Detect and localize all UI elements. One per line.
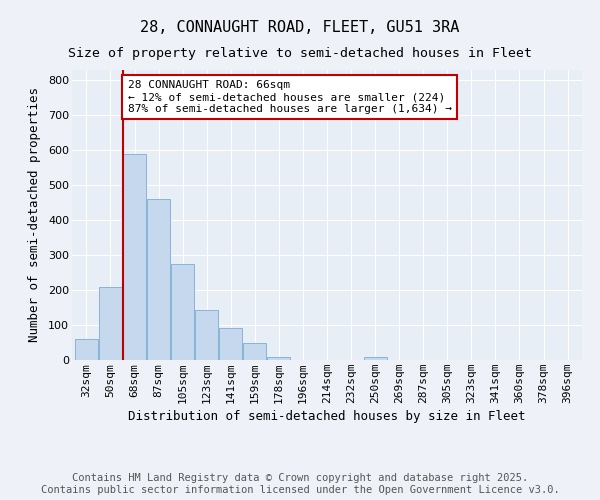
Bar [364, 357, 386, 360]
Y-axis label: Number of semi-detached properties: Number of semi-detached properties [28, 88, 41, 342]
Bar [75, 339, 98, 360]
Bar [244, 343, 266, 360]
Text: Size of property relative to semi-detached houses in Fleet: Size of property relative to semi-detach… [68, 48, 532, 60]
Bar [268, 357, 290, 360]
Text: 28, CONNAUGHT ROAD, FLEET, GU51 3RA: 28, CONNAUGHT ROAD, FLEET, GU51 3RA [140, 20, 460, 35]
Bar [171, 264, 194, 360]
Bar [147, 200, 170, 360]
Bar [195, 310, 218, 360]
Bar [220, 328, 242, 360]
X-axis label: Distribution of semi-detached houses by size in Fleet: Distribution of semi-detached houses by … [128, 410, 526, 423]
Text: Contains HM Land Registry data © Crown copyright and database right 2025.
Contai: Contains HM Land Registry data © Crown c… [41, 474, 559, 495]
Text: 28 CONNAUGHT ROAD: 66sqm
← 12% of semi-detached houses are smaller (224)
87% of : 28 CONNAUGHT ROAD: 66sqm ← 12% of semi-d… [128, 80, 452, 114]
Bar [123, 154, 146, 360]
Bar [99, 286, 122, 360]
